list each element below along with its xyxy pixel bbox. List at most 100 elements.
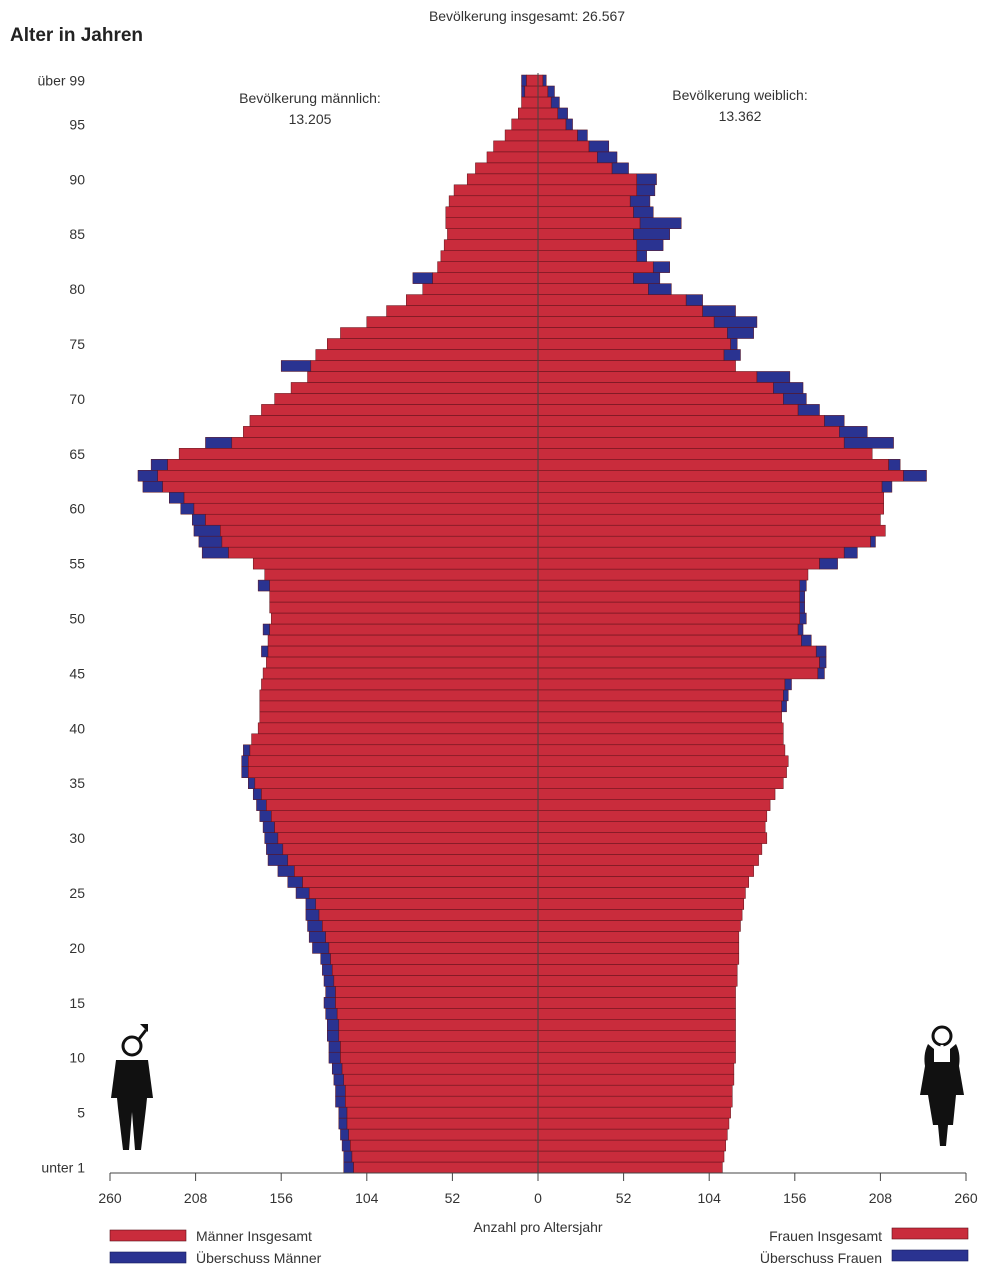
bar-male-age-8 — [343, 1073, 539, 1086]
bar-female-age-49 — [537, 623, 799, 636]
bar-male-age-62 — [162, 481, 539, 493]
bar-female-surplus-age-90 — [636, 173, 657, 186]
y-tick-label: 75 — [69, 336, 85, 352]
bar-male-age-86 — [445, 217, 539, 229]
bar-male-surplus-age-61 — [169, 491, 185, 504]
bar-male-surplus-age-56 — [201, 546, 229, 559]
bar-female-age-88 — [537, 195, 631, 208]
bar-male-age-78 — [386, 305, 539, 317]
bar-male-surplus-age-23 — [305, 909, 320, 921]
bar-female-age-82 — [537, 261, 654, 273]
bar-male-age-47 — [267, 645, 539, 658]
bar-male-age-15 — [335, 997, 539, 1009]
female-population-total: 13.362 — [719, 108, 762, 124]
bar-female-age-14 — [537, 1008, 736, 1020]
bar-female-surplus-age-49 — [797, 623, 804, 636]
bar-male-age-11 — [340, 1040, 539, 1053]
bar-female-surplus-age-80 — [648, 283, 672, 295]
bar-male-age-42 — [259, 700, 539, 713]
bar-female-age-85 — [537, 228, 634, 240]
y-tick-label: 40 — [69, 720, 85, 736]
bar-female-age-5 — [537, 1106, 731, 1119]
bar-male-age-63 — [157, 470, 539, 482]
y-tick-label: 20 — [69, 940, 85, 956]
bar-male-age-95 — [511, 118, 539, 131]
y-tick-label: 85 — [69, 226, 85, 242]
bar-female-surplus-age-66 — [843, 437, 894, 449]
bar-male-age-3 — [348, 1128, 539, 1141]
bar-female-age-27 — [537, 865, 754, 877]
bar-male-age-19 — [330, 953, 539, 965]
bar-male-age-65 — [178, 448, 539, 460]
y-tick-label: über 99 — [38, 73, 86, 89]
bar-male-age-28 — [287, 854, 539, 866]
bar-male-age-69 — [261, 404, 539, 416]
bar-female-surplus-age-74 — [723, 349, 741, 361]
bar-male-surplus-age-66 — [205, 437, 233, 449]
bar-male-age-84 — [443, 239, 539, 251]
bar-female-age-28 — [537, 854, 759, 866]
legend-swatch-female-surplus — [891, 1249, 969, 1262]
bar-female-age-62 — [537, 481, 883, 493]
bar-female-age-25 — [537, 887, 746, 899]
y-tick-label: 80 — [69, 281, 85, 297]
bar-female-surplus-age-93 — [588, 140, 610, 153]
bar-male-surplus-age-34 — [252, 788, 262, 800]
y-tick-label: unter 1 — [41, 1160, 85, 1176]
bar-female-age-96 — [537, 107, 558, 120]
bar-female-age-15 — [537, 997, 736, 1009]
bar-male-age-83 — [440, 250, 539, 262]
bar-female-surplus-age-46 — [819, 656, 827, 669]
bar-female-surplus-age-57 — [870, 535, 876, 548]
bar-male-surplus-age-33 — [256, 799, 267, 811]
bar-female-age-58 — [537, 524, 886, 537]
bar-male-surplus-age-47 — [261, 645, 269, 658]
bar-male-age-76 — [340, 327, 539, 339]
bar-female-age-91 — [537, 162, 613, 175]
bar-male-age-31 — [274, 821, 539, 833]
bar-female-age-39 — [537, 733, 784, 746]
bar-male-age-99 — [526, 74, 539, 87]
bar-male-surplus-age-24 — [305, 898, 317, 910]
bar-female-surplus-age-98 — [547, 85, 555, 98]
bar-female-surplus-age-52 — [799, 590, 805, 603]
bar-male-age-55 — [252, 557, 539, 570]
bar-female-age-35 — [537, 777, 784, 789]
bar-female-surplus-age-56 — [843, 546, 858, 559]
y-tick-label: 60 — [69, 501, 85, 517]
x-axis-title: Anzahl pro Altersjahr — [473, 1219, 603, 1235]
bar-female-age-60 — [537, 502, 884, 515]
bar-male-age-37 — [248, 755, 539, 767]
bar-male-surplus-age-64 — [150, 459, 168, 471]
bar-female-age-99 — [537, 74, 544, 87]
bar-female-age-37 — [537, 755, 789, 767]
bar-male-surplus-age-53 — [257, 579, 270, 592]
bar-male-age-73 — [310, 360, 539, 372]
bar-female-age-3 — [537, 1128, 728, 1141]
bar-female-age-8 — [537, 1073, 735, 1086]
bar-female-age-97 — [537, 96, 552, 109]
bar-male-surplus-age-63 — [137, 470, 158, 482]
male-population-label: Bevölkerung männlich: — [239, 90, 381, 106]
bar-male-surplus-age-35 — [248, 777, 256, 789]
male-population-total: 13.205 — [289, 111, 332, 127]
bar-male-age-43 — [259, 689, 539, 702]
bar-female-age-20 — [537, 942, 740, 954]
bar-female-age-46 — [537, 656, 820, 669]
bar-male-surplus-age-8 — [333, 1073, 345, 1086]
bar-male-age-14 — [336, 1008, 539, 1020]
bar-female-surplus-age-51 — [799, 601, 805, 614]
bar-female-age-10 — [537, 1051, 736, 1064]
bar-female-age-86 — [537, 217, 641, 229]
bar-female-age-51 — [537, 601, 800, 614]
bar-male-age-98 — [524, 85, 539, 98]
bar-male-age-44 — [261, 678, 539, 691]
bar-female-age-38 — [537, 744, 786, 757]
bar-male-age-97 — [521, 96, 539, 109]
bar-male-surplus-age-99 — [521, 74, 527, 87]
chart-title: Bevölkerung insgesamt: 26.567 — [429, 8, 625, 24]
bar-female-surplus-age-76 — [727, 327, 754, 339]
bar-male-surplus-age-30 — [264, 832, 279, 844]
bar-female-age-72 — [537, 371, 758, 383]
y-tick-labels: unter 1 5 10 15 20 25 30 35 40 45 50 55 60 65 70 75 80 85… — [38, 73, 86, 1176]
